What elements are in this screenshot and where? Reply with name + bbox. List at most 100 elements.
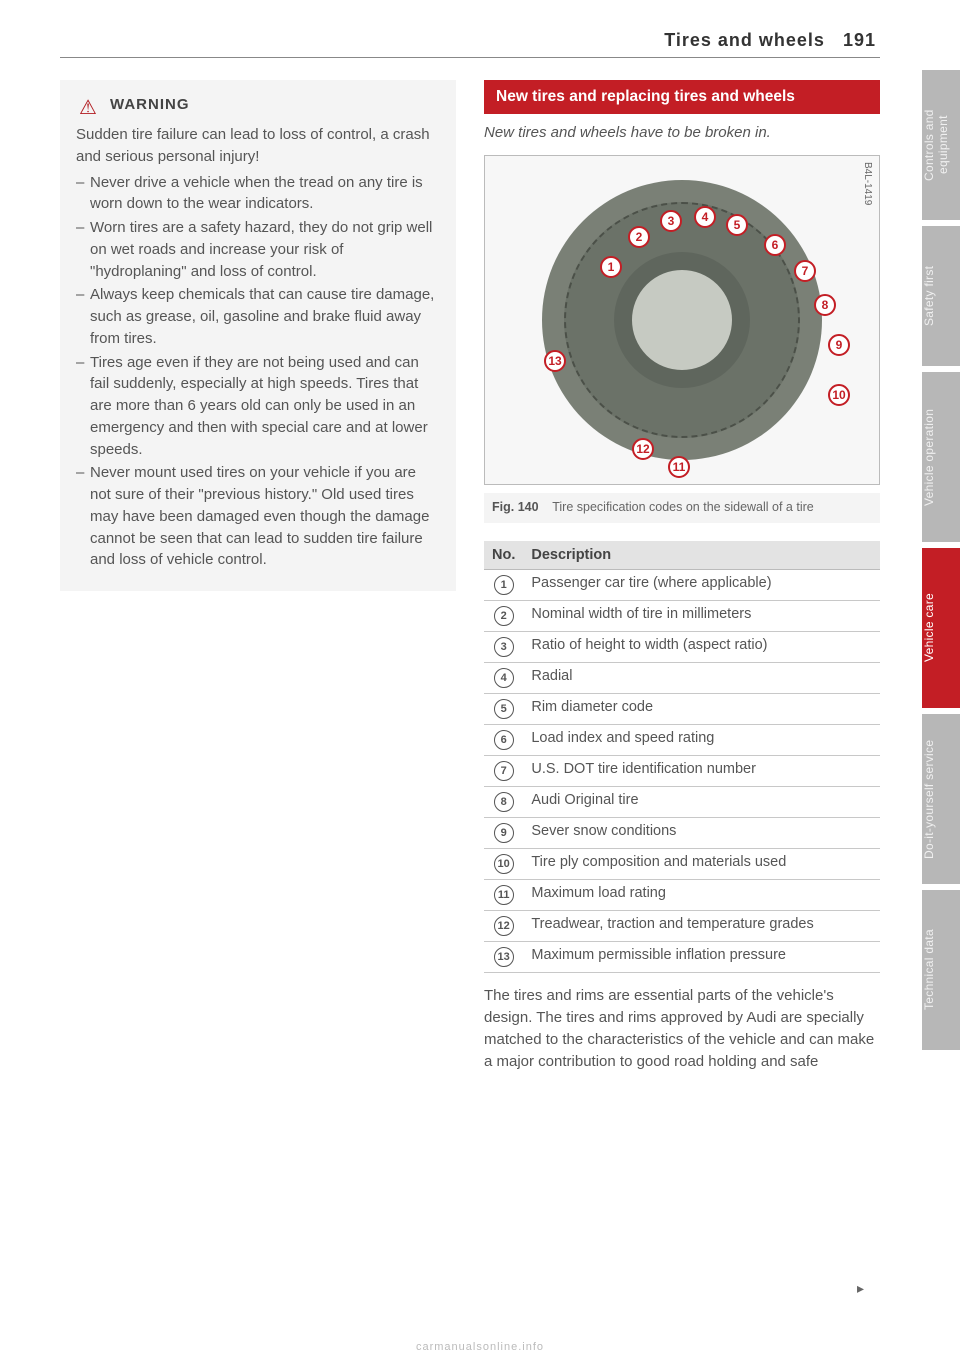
warning-list: Never drive a vehicle when the tread on … — [76, 172, 440, 572]
circled-number-icon: 5 — [494, 699, 514, 719]
table-row: 8 Audi Original tire — [484, 787, 880, 818]
table-row: 3 Ratio of height to width (aspect ratio) — [484, 632, 880, 663]
row-number: 4 — [484, 663, 523, 694]
side-tab[interactable]: Vehicle care — [922, 548, 960, 708]
warning-item: Worn tires are a safety hazard, they do … — [76, 217, 440, 282]
tire-inner — [614, 252, 750, 388]
warning-label: WARNING — [110, 94, 190, 116]
table-row: 6 Load index and speed rating — [484, 725, 880, 756]
tire-diagram: 12345678910111213 — [542, 180, 822, 460]
row-number: 10 — [484, 849, 523, 880]
circled-number-icon: 10 — [494, 854, 514, 874]
page: Tires and wheels 191 ⚠ WARNING Sudden ti… — [0, 0, 880, 1361]
row-number: 12 — [484, 911, 523, 942]
figure-caption: Fig. 140 Tire specification codes on the… — [484, 493, 880, 523]
circled-number-icon: 7 — [494, 761, 514, 781]
warning-item: Never mount used tires on your vehicle i… — [76, 462, 440, 571]
table-row: 9 Sever snow conditions — [484, 818, 880, 849]
callout-badge: 2 — [628, 226, 650, 248]
footer-watermark: carmanualsonline.info — [0, 1341, 960, 1353]
section-heading: New tires and replacing tires and wheels — [484, 80, 880, 114]
row-description: Ratio of height to width (aspect ratio) — [523, 632, 880, 663]
row-number: 7 — [484, 756, 523, 787]
warning-icon: ⚠ — [76, 94, 100, 116]
callout-badge: 11 — [668, 456, 690, 478]
row-description: Audi Original tire — [523, 787, 880, 818]
table-row: 12 Treadwear, traction and temperature gr… — [484, 911, 880, 942]
circled-number-icon: 11 — [494, 885, 514, 905]
row-description: Rim diameter code — [523, 694, 880, 725]
caption-label: Fig. 140 — [492, 500, 539, 514]
section-subtitle: New tires and wheels have to be broken i… — [484, 124, 880, 141]
table-row: 2 Nominal width of tire in millimeters — [484, 601, 880, 632]
row-description: Maximum load rating — [523, 880, 880, 911]
figure-box: B4L-1419 12345678910111213 — [484, 155, 880, 485]
row-description: U.S. DOT tire identification number — [523, 756, 880, 787]
table-row: 7 U.S. DOT tire identification number — [484, 756, 880, 787]
side-tab[interactable]: Controls and equipment — [922, 70, 960, 220]
row-description: Treadwear, traction and temperature grad… — [523, 911, 880, 942]
table-row: 13 Maximum permissible inflation pressure — [484, 942, 880, 973]
warning-header: ⚠ WARNING — [76, 94, 440, 116]
warning-item: Always keep chemicals that can cause tir… — [76, 284, 440, 349]
callout-badge: 1 — [600, 256, 622, 278]
circled-number-icon: 4 — [494, 668, 514, 688]
warning-box: ⚠ WARNING Sudden tire failure can lead t… — [60, 80, 456, 591]
table-row: 10 Tire ply composition and materials use… — [484, 849, 880, 880]
table-head-no: No. — [484, 541, 523, 570]
callout-badge: 7 — [794, 260, 816, 282]
row-description: Tire ply composition and materials used — [523, 849, 880, 880]
side-tab[interactable]: Technical data — [922, 890, 960, 1050]
warning-intro: Sudden tire failure can lead to loss of … — [76, 124, 440, 168]
continue-arrow-icon: ▸ — [857, 1280, 864, 1297]
right-column: New tires and replacing tires and wheels… — [484, 80, 880, 1072]
row-number: 11 — [484, 880, 523, 911]
callout-badge: 4 — [694, 206, 716, 228]
description-table: No. Description 1Passenger car tire (whe… — [484, 541, 880, 973]
row-number: 2 — [484, 601, 523, 632]
circled-number-icon: 8 — [494, 792, 514, 812]
callout-badge: 5 — [726, 214, 748, 236]
row-number: 9 — [484, 818, 523, 849]
row-description: Sever snow conditions — [523, 818, 880, 849]
page-header: Tires and wheels 191 — [60, 30, 880, 58]
callout-badge: 3 — [660, 210, 682, 232]
table-row: 1Passenger car tire (where applicable) — [484, 570, 880, 601]
row-description: Radial — [523, 663, 880, 694]
row-number: 13 — [484, 942, 523, 973]
warning-item: Tires age even if they are not being use… — [76, 352, 440, 461]
row-description: Maximum permissible inflation pressure — [523, 942, 880, 973]
callout-badge: 9 — [828, 334, 850, 356]
side-tab[interactable]: Vehicle operation — [922, 372, 960, 542]
columns: ⚠ WARNING Sudden tire failure can lead t… — [60, 80, 880, 1072]
callout-badge: 10 — [828, 384, 850, 406]
header-title: Tires and wheels — [664, 30, 825, 50]
figure-id: B4L-1419 — [862, 162, 873, 205]
side-tab[interactable]: Safety first — [922, 226, 960, 366]
row-description: Nominal width of tire in millimeters — [523, 601, 880, 632]
row-number: 3 — [484, 632, 523, 663]
caption-text: Tire specification codes on the sidewall… — [552, 500, 813, 514]
circled-number-icon: 1 — [494, 575, 514, 595]
table-row: 5 Rim diameter code — [484, 694, 880, 725]
circled-number-icon: 2 — [494, 606, 514, 626]
left-column: ⚠ WARNING Sudden tire failure can lead t… — [60, 80, 456, 1072]
circled-number-icon: 12 — [494, 916, 514, 936]
warning-item: Never drive a vehicle when the tread on … — [76, 172, 440, 216]
circled-number-icon: 3 — [494, 637, 514, 657]
row-number: 8 — [484, 787, 523, 818]
row-number: 6 — [484, 725, 523, 756]
row-number: 1 — [484, 570, 523, 601]
row-description: Load index and speed rating — [523, 725, 880, 756]
table-row: 4 Radial — [484, 663, 880, 694]
side-tab[interactable]: Do-it-yourself service — [922, 714, 960, 884]
table-head-desc: Description — [523, 541, 880, 570]
side-tabs: Controls and equipment Safety first Vehicl… — [922, 70, 960, 1056]
circled-number-icon: 6 — [494, 730, 514, 750]
circled-number-icon: 9 — [494, 823, 514, 843]
callout-badge: 6 — [764, 234, 786, 256]
callout-badge: 12 — [632, 438, 654, 460]
table-row: 11 Maximum load rating — [484, 880, 880, 911]
circled-number-icon: 13 — [494, 947, 514, 967]
row-number: 5 — [484, 694, 523, 725]
